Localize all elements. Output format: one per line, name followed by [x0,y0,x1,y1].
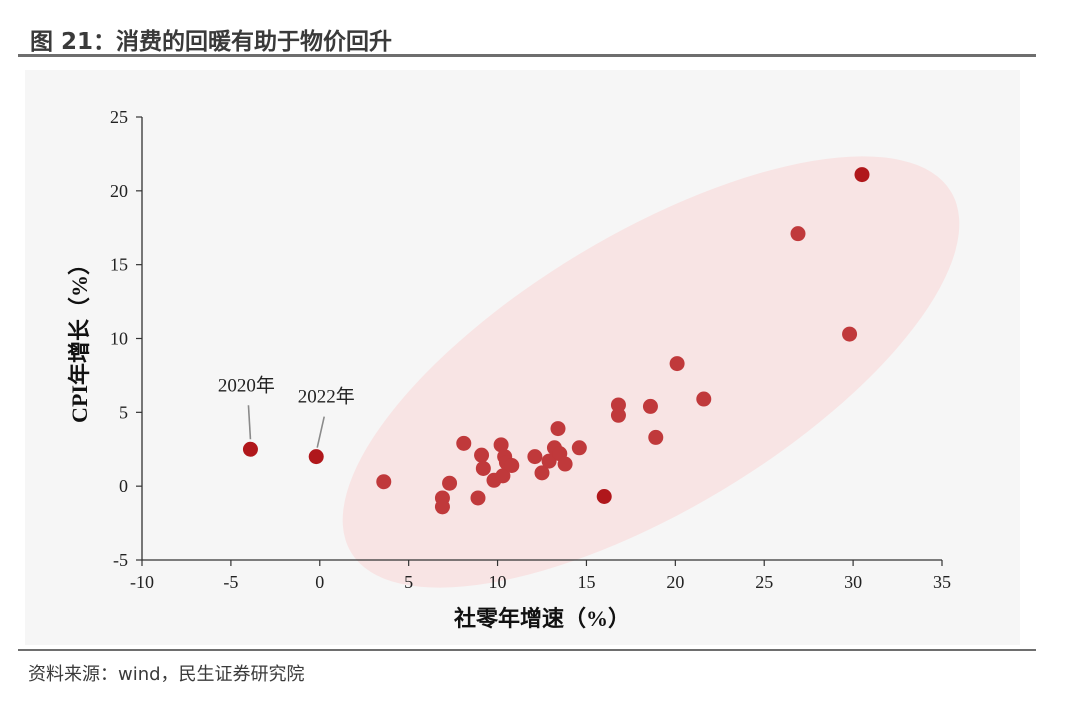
scatter-point [842,326,858,342]
source-note: 资料来源：wind，民生证券研究院 [28,664,305,685]
scatter-point [642,398,658,414]
x-tick-label: 30 [844,572,862,592]
scatter-point [527,449,543,465]
y-tick-label: -5 [113,550,128,570]
x-tick-label: 5 [404,572,413,592]
scatter-point [610,407,626,423]
scatter-point [442,475,458,491]
x-tick-label: 10 [489,572,507,592]
x-tick-label: -10 [130,572,154,592]
chart-panel: -5 0 5 10 15 20 25 -10 -5 0 5 10 15 20 25 30 35 2020年 20… [25,70,1020,645]
cluster-ellipse [342,156,960,588]
scatter-point [470,490,486,506]
scatter-point [557,456,573,472]
scatter-point [648,429,664,445]
annotation-leader [316,416,326,448]
source-rule [18,649,1036,651]
y-tick-label: 15 [110,255,128,275]
x-tick-label: -5 [223,572,238,592]
y-tick-label: 0 [119,476,128,496]
scatter-point [696,391,712,407]
scatter-point [541,453,557,469]
annotation-label: 2022年 [298,386,355,408]
annotation-leader [247,405,252,440]
scatter-point [571,440,587,456]
data-points [242,167,870,515]
y-tick-label: 10 [110,329,128,349]
title-rule [18,54,1036,57]
y-axis-title: CPI年增长（%） [67,253,92,423]
figure-title: 图 21：消费的回暖有助于物价回升 [30,29,393,55]
highlight-point [308,449,324,465]
scatter-point [669,356,685,372]
annotations: 2020年 2022年 [218,374,355,407]
scatter-point [534,465,550,481]
scatter-point [474,447,490,463]
scatter-point [550,421,566,437]
x-tick-label: 15 [577,572,595,592]
x-axis-title: 社零年增速（%） [454,606,630,631]
scatter-point [475,460,491,476]
scatter-point [434,499,450,515]
x-tick-label: 0 [315,572,324,592]
highlight-point [854,167,870,183]
scatter-point [495,468,511,484]
y-ticks: -5 0 5 10 15 20 25 [110,107,142,570]
highlight-point [596,489,612,505]
x-tick-label: 20 [666,572,684,592]
x-ticks: -10 -5 0 5 10 15 20 25 30 35 [130,560,951,592]
y-tick-label: 5 [119,402,128,422]
scatter-point [376,474,392,490]
scatter-point [610,397,626,413]
annotation-leaders [247,405,326,448]
annotation-label: 2020年 [218,374,275,396]
scatter-point [493,437,509,453]
x-tick-label: 35 [933,572,951,592]
y-tick-label: 20 [110,181,128,201]
highlight-point [242,441,258,457]
scatter-point [790,226,806,242]
scatter-point [504,457,520,473]
x-tick-label: 25 [755,572,773,592]
y-tick-label: 25 [110,107,128,127]
scatter-point [456,435,472,451]
